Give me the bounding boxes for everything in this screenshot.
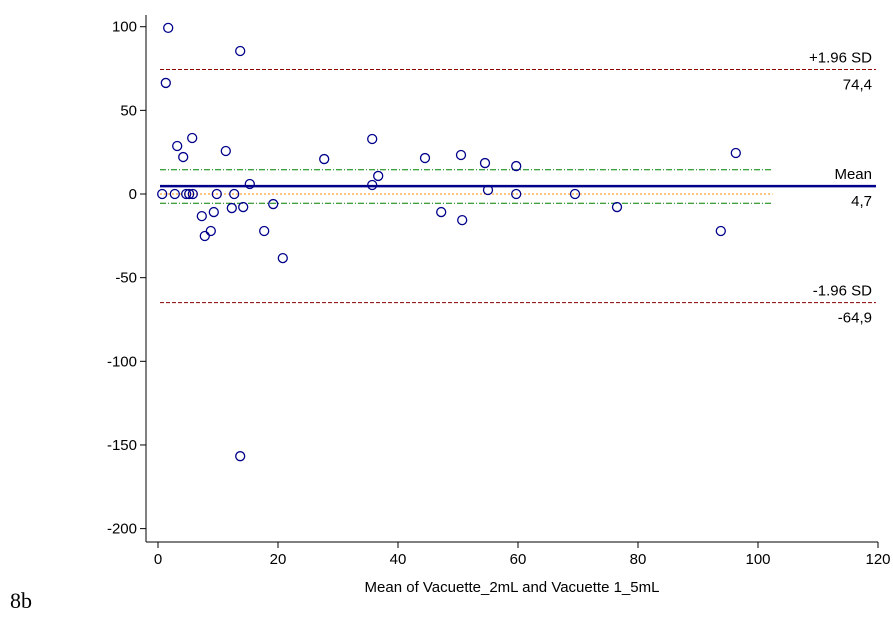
x-tick-label: 0 — [154, 551, 162, 568]
x-tick-label: 100 — [745, 551, 770, 568]
data-point — [277, 252, 288, 264]
data-point — [229, 188, 240, 200]
data-point — [220, 145, 231, 157]
data-point — [244, 178, 255, 190]
data-point — [187, 132, 198, 144]
data-point — [184, 188, 195, 200]
x-tick-label: 80 — [630, 551, 647, 568]
data-point — [235, 451, 246, 462]
data-point — [169, 188, 180, 200]
y-tick-label: 100 — [112, 19, 137, 36]
data-point — [208, 206, 219, 218]
reference-value-label: 4,7 — [851, 193, 872, 210]
data-point — [187, 188, 198, 200]
data-point — [163, 22, 174, 34]
data-point — [419, 152, 431, 164]
data-point — [611, 201, 623, 213]
y-tick-label: 0 — [129, 186, 137, 203]
data-point — [511, 188, 522, 200]
data-point — [455, 149, 467, 161]
data-point — [178, 151, 189, 163]
reference-label: Mean — [834, 166, 872, 183]
y-tick-label: -100 — [107, 353, 137, 370]
data-point — [482, 184, 494, 196]
data-point — [205, 225, 216, 237]
data-point — [479, 157, 491, 169]
data-point — [157, 188, 168, 200]
data-point — [730, 147, 741, 159]
x-tick-label: 40 — [390, 551, 407, 568]
reference-value-label: 74,4 — [843, 77, 872, 94]
x-tick-label: 20 — [270, 551, 287, 568]
data-point — [259, 225, 270, 237]
y-tick-label: -50 — [115, 270, 137, 287]
data-point — [436, 206, 447, 218]
data-point — [569, 188, 581, 200]
data-point — [196, 210, 207, 222]
y-tick-label: 50 — [120, 102, 137, 119]
x-axis-title: Mean of Vacuette_2mL and Vacuette 1_5mL — [365, 579, 660, 596]
data-point — [238, 201, 249, 213]
data-point — [199, 230, 210, 242]
data-point — [181, 188, 192, 200]
y-tick-label: -200 — [107, 521, 137, 538]
y-tick-label: -150 — [107, 437, 137, 454]
data-point — [367, 133, 378, 145]
data-point — [235, 45, 246, 57]
data-point — [457, 214, 468, 226]
data-point — [511, 160, 522, 172]
reference-value-label: -64,9 — [838, 310, 872, 327]
data-point — [211, 188, 222, 200]
reference-label: -1.96 SD — [813, 283, 872, 300]
data-point — [172, 140, 183, 152]
data-point — [226, 202, 237, 214]
data-point — [367, 179, 378, 191]
x-tick-label: 60 — [510, 551, 527, 568]
figure-label: 8b — [10, 588, 32, 613]
data-point — [715, 225, 726, 237]
x-tick-label: 120 — [865, 551, 890, 568]
data-point — [160, 77, 171, 89]
data-point — [373, 170, 384, 182]
data-point — [268, 198, 279, 210]
reference-label: +1.96 SD — [809, 50, 872, 67]
data-point — [319, 153, 330, 165]
